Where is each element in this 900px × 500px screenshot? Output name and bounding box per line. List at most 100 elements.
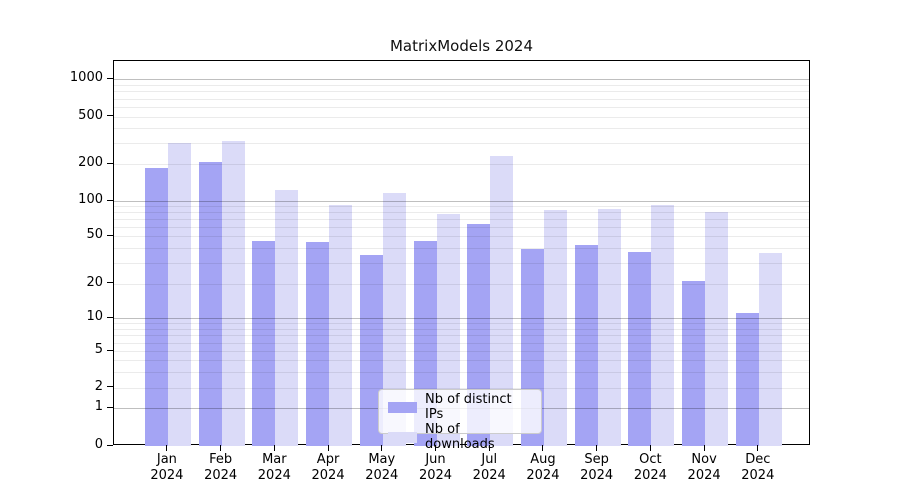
gridline xyxy=(114,387,809,389)
gridline xyxy=(114,247,809,249)
y-tick-label: 200 xyxy=(78,155,103,171)
x-tick-label: Jun 2024 xyxy=(418,452,453,483)
bar-distinct-ips xyxy=(735,313,759,446)
y-tick-mark xyxy=(107,444,113,446)
bar-distinct-ips xyxy=(306,241,330,446)
y-tick-label: 50 xyxy=(86,227,103,243)
y-tick-label: 5 xyxy=(94,342,103,358)
x-tick-mark xyxy=(327,445,329,451)
bar-downloads xyxy=(597,209,621,446)
gridline xyxy=(114,84,809,86)
x-tick-mark xyxy=(703,445,705,451)
gridline xyxy=(114,116,809,118)
bar-downloads xyxy=(705,212,729,446)
x-tick-label: Feb 2024 xyxy=(204,452,238,483)
y-tick-mark xyxy=(107,386,113,388)
gridline xyxy=(114,335,809,337)
x-tick-label: Apr 2024 xyxy=(311,452,345,483)
gridline xyxy=(114,371,809,373)
y-tick-label: 1 xyxy=(94,399,103,415)
legend-entry-distinct-ips: Nb of distinct IPs xyxy=(388,392,532,422)
x-tick-mark xyxy=(381,445,383,451)
y-tick-label: 20 xyxy=(86,274,103,290)
legend-label-distinct-ips: Nb of distinct IPs xyxy=(425,392,512,422)
bar-downloads xyxy=(758,253,782,446)
x-tick-label: Dec 2024 xyxy=(741,452,775,483)
gridline xyxy=(114,128,809,130)
x-tick-mark xyxy=(435,445,436,451)
legend-label-downloads: Nb of downloads xyxy=(425,422,495,452)
y-tick-mark xyxy=(107,406,113,408)
x-tick-mark xyxy=(166,445,168,451)
y-tick-mark xyxy=(107,115,113,117)
y-tick-mark xyxy=(107,349,113,351)
bar-downloads xyxy=(651,204,675,446)
legend-swatch-distinct-ips xyxy=(388,401,417,413)
bar-downloads xyxy=(490,155,514,446)
gridline xyxy=(114,236,809,238)
x-tick-mark xyxy=(488,445,490,451)
x-tick-label: Mar 2024 xyxy=(257,452,291,483)
y-tick-label: 1000 xyxy=(69,70,103,86)
gridline xyxy=(114,283,809,285)
gridline xyxy=(114,212,809,214)
gridline xyxy=(114,342,809,344)
x-tick-mark xyxy=(273,445,275,451)
x-tick-label: Jan 2024 xyxy=(150,452,184,483)
bar-downloads xyxy=(221,140,245,446)
x-tick-label: Aug 2024 xyxy=(526,452,560,483)
gridline xyxy=(114,360,809,362)
y-tick-label: 10 xyxy=(86,309,103,324)
bar-distinct-ips xyxy=(359,254,383,446)
gridline xyxy=(114,318,809,319)
bar-downloads xyxy=(329,205,353,446)
y-tick-label: 0 xyxy=(94,437,103,452)
legend-entry-downloads: Nb of downloads xyxy=(388,422,532,452)
x-tick-label: May 2024 xyxy=(365,452,399,483)
y-tick-mark xyxy=(107,282,113,284)
gridline xyxy=(114,351,809,353)
x-tick-label: Sep 2024 xyxy=(580,452,614,483)
bar-distinct-ips xyxy=(574,245,598,446)
gridline xyxy=(114,143,809,145)
legend-swatch-downloads xyxy=(388,431,417,443)
x-tick-label: Jul 2024 xyxy=(472,452,506,483)
gridline xyxy=(114,201,809,202)
y-tick-label: 2 xyxy=(94,378,103,394)
gridline xyxy=(114,227,809,228)
gridline xyxy=(114,91,809,93)
bar-downloads xyxy=(382,193,406,446)
gridline xyxy=(114,164,809,166)
gridline xyxy=(114,106,809,108)
gridline xyxy=(114,79,809,81)
gridline xyxy=(114,206,809,208)
x-tick-mark xyxy=(596,445,598,451)
gridlines-layer xyxy=(114,61,809,444)
gridline xyxy=(114,98,809,100)
y-tick-mark xyxy=(107,77,113,79)
x-tick-mark xyxy=(542,445,544,451)
chart-title: MatrixModels 2024 xyxy=(389,37,534,55)
bar-downloads xyxy=(167,143,191,446)
bar-distinct-ips xyxy=(198,161,222,446)
bar-downloads xyxy=(543,209,567,446)
x-tick-label: Oct 2024 xyxy=(633,452,667,483)
x-tick-mark xyxy=(220,445,222,451)
gridline xyxy=(114,328,809,330)
gridline xyxy=(114,323,809,325)
x-tick-label: Nov 2024 xyxy=(687,452,721,483)
y-tick-mark xyxy=(107,316,113,318)
bar-distinct-ips xyxy=(252,240,276,446)
bar-distinct-ips xyxy=(144,168,168,446)
y-tick-mark xyxy=(107,162,113,164)
bar-downloads xyxy=(275,190,299,446)
bar-distinct-ips xyxy=(682,281,706,446)
bar-downloads xyxy=(436,214,460,446)
plot-area xyxy=(113,60,810,446)
gridline xyxy=(114,262,809,264)
y-tick-label: 500 xyxy=(78,107,103,123)
x-tick-mark xyxy=(757,445,759,451)
y-tick-label: 100 xyxy=(78,192,103,207)
x-tick-mark xyxy=(649,445,651,451)
